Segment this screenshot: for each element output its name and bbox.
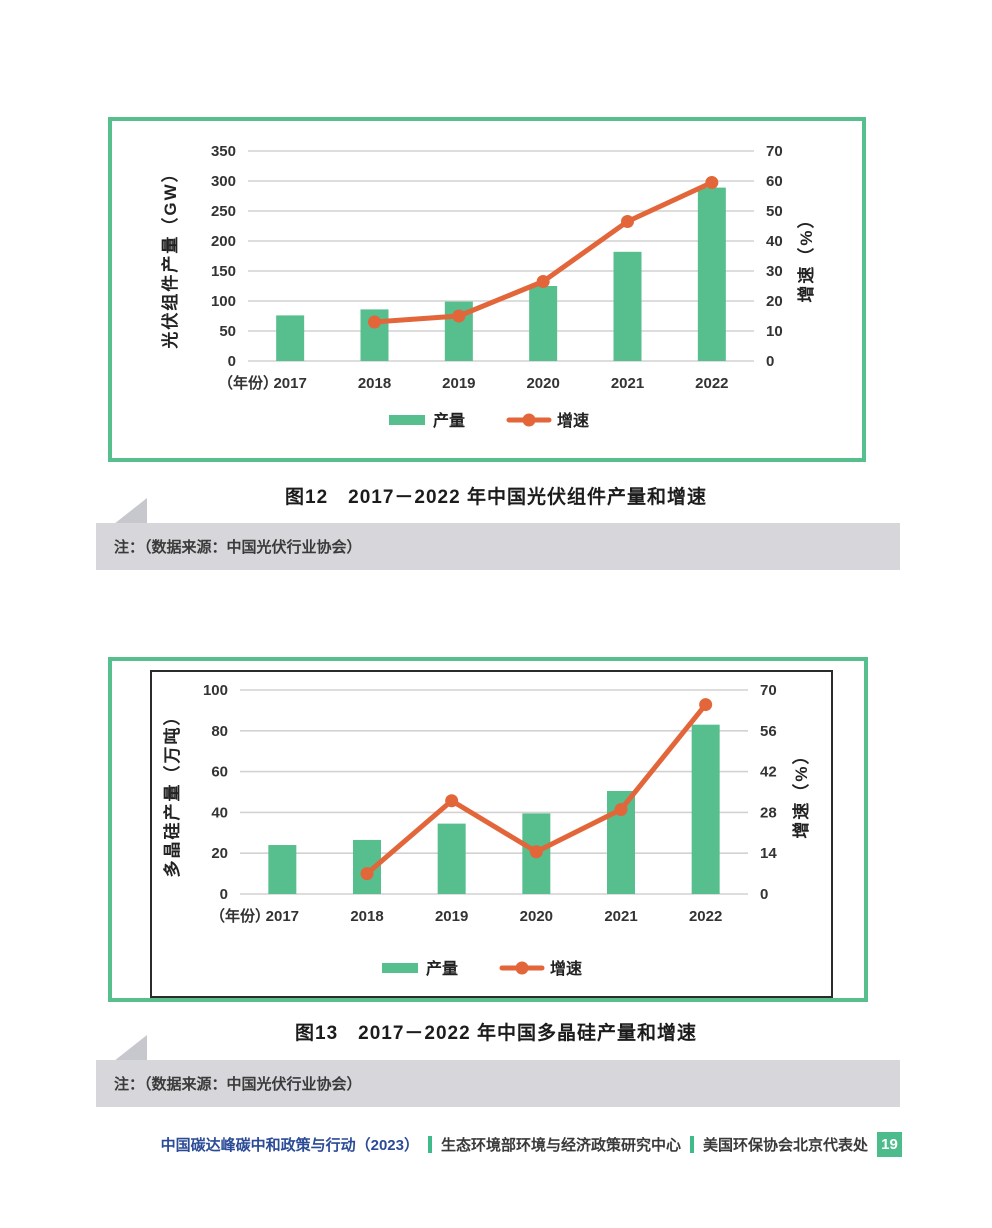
figure-12-caption: 图12 2017－2022 年中国光伏组件产量和增速	[285, 487, 707, 508]
svg-text:350: 350	[211, 143, 236, 160]
footer-org-1: 生态环境部环境与经济政策研究中心	[440, 1136, 681, 1154]
page-number-badge: 19	[877, 1131, 902, 1157]
svg-text:40: 40	[766, 233, 783, 250]
svg-text:光伏组件产量（GW）: 光伏组件产量（GW）	[160, 163, 180, 349]
note-text: 注：（数据来源：中国光伏行业协会）	[114, 1076, 362, 1093]
svg-text:100: 100	[203, 682, 228, 699]
svg-text:0: 0	[760, 886, 768, 903]
svg-text:50: 50	[766, 203, 783, 220]
svg-text:2021: 2021	[611, 375, 644, 392]
footer-report-title: 中国碳达峰碳中和政策与行动（2023）	[160, 1136, 419, 1154]
svg-text:300: 300	[211, 173, 236, 190]
footer-org-2: 美国环保协会北京代表处	[702, 1136, 868, 1154]
svg-text:0: 0	[766, 353, 774, 370]
pv-module-chart-panel: 0 50 100 150 200 250 300 350 0 10 20 30 40 50 60 70 2017…	[108, 117, 866, 462]
svg-text:增速（%）: 增速（%）	[791, 745, 811, 838]
svg-text:20: 20	[211, 845, 228, 862]
svg-text:50: 50	[219, 323, 236, 340]
svg-text:2022: 2022	[689, 908, 722, 925]
svg-text:80: 80	[211, 723, 228, 740]
svg-text:20: 20	[766, 293, 783, 310]
figure-12-source-note: 注：（数据来源：中国光伏行业协会）	[96, 523, 900, 570]
svg-text:60: 60	[211, 764, 228, 781]
figure-13-caption: 图13 2017－2022 年中国多晶硅产量和增速	[295, 1023, 697, 1044]
svg-text:56: 56	[760, 723, 777, 740]
svg-text:2019: 2019	[435, 908, 468, 925]
svg-text:2020: 2020	[526, 375, 559, 392]
svg-text:2018: 2018	[358, 375, 391, 392]
svg-text:150: 150	[211, 263, 236, 280]
svg-text:60: 60	[766, 173, 783, 190]
svg-text:增速（%）: 增速（%）	[796, 209, 816, 302]
svg-text:2020: 2020	[520, 908, 553, 925]
svg-text:0: 0	[220, 886, 228, 903]
svg-text:2022: 2022	[695, 375, 728, 392]
svg-text:28: 28	[760, 804, 777, 821]
svg-text:200: 200	[211, 233, 236, 250]
svg-text:2021: 2021	[604, 908, 637, 925]
svg-text:250: 250	[211, 203, 236, 220]
svg-text:40: 40	[211, 804, 228, 821]
svg-text:（年份）: （年份）	[210, 907, 270, 925]
note-text: 注：（数据来源：中国光伏行业协会）	[114, 539, 362, 556]
polysilicon-chart-panel: 0 20 40 60 80 100 0 14 28 42 56 70 2017 2018 2019 2020 2…	[108, 657, 868, 1002]
footer-separator	[427, 1135, 432, 1153]
svg-text:2017: 2017	[273, 375, 306, 392]
svg-text:100: 100	[211, 293, 236, 310]
svg-text:70: 70	[760, 682, 777, 699]
svg-text:10: 10	[766, 323, 783, 340]
svg-text:增速: 增速	[557, 411, 589, 430]
svg-text:0: 0	[228, 353, 236, 370]
svg-text:（年份）: （年份）	[218, 374, 278, 392]
page-footer: 中国碳达峰碳中和政策与行动（2023） 生态环境部环境与经济政策研究中心 美国环…	[161, 1131, 902, 1157]
svg-text:增速: 增速	[550, 959, 582, 978]
svg-text:42: 42	[760, 764, 777, 781]
svg-text:2019: 2019	[442, 375, 475, 392]
svg-text:2018: 2018	[350, 908, 383, 925]
svg-text:产量: 产量	[426, 959, 458, 978]
figure-13-source-note: 注：（数据来源：中国光伏行业协会）	[96, 1060, 900, 1107]
svg-text:多晶硅产量（万吨）: 多晶硅产量（万吨）	[162, 707, 182, 878]
svg-text:产量: 产量	[433, 411, 465, 430]
polysilicon-production-chart: 0 20 40 60 80 100 0 14 28 42 56 70 2017 2018 2019 2020 2…	[162, 682, 811, 978]
svg-text:30: 30	[766, 263, 783, 280]
footer-separator	[689, 1135, 694, 1153]
svg-text:14: 14	[760, 845, 777, 862]
pv-module-production-chart: 0 50 100 150 200 250 300 350 0 10 20 30 40 50 60 70 2017…	[160, 143, 816, 430]
svg-text:2017: 2017	[266, 908, 299, 925]
svg-text:70: 70	[766, 143, 783, 160]
polysilicon-chart-frame: 0 20 40 60 80 100 0 14 28 42 56 70 2017 2018 2019 2020 2…	[150, 670, 833, 998]
